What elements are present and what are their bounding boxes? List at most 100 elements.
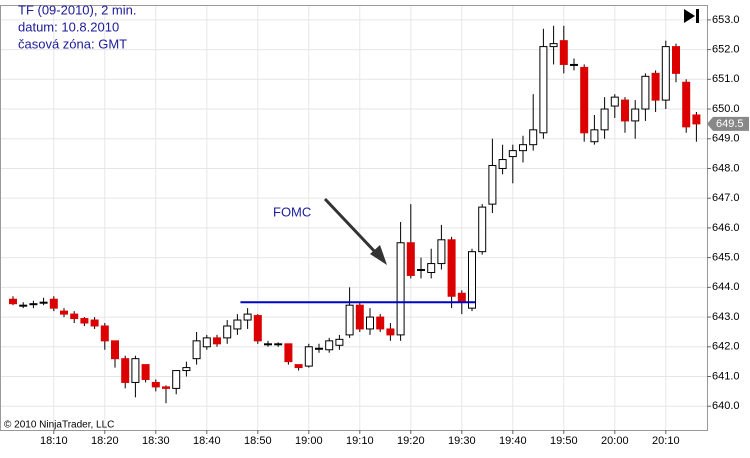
annotation: FOMC: [273, 204, 311, 219]
title-line: datum: 10.8.2010: [18, 19, 119, 34]
candle-body: [233, 319, 242, 330]
candle-body: [396, 242, 405, 336]
arrow: [323, 197, 387, 265]
plot-frame: [0, 5, 708, 431]
candle-body: [60, 310, 68, 315]
candle-body: [621, 99, 629, 122]
candle-body: [417, 269, 425, 272]
candle-body: [559, 40, 568, 65]
candle-body: [39, 301, 48, 304]
candle-body: [386, 328, 395, 336]
x-tick-label: 19:10: [346, 435, 374, 447]
candle-body: [213, 337, 221, 345]
copyright: © 2010 NinjaTrader, LLC: [4, 420, 114, 431]
candle-body: [172, 370, 181, 389]
candle-body: [325, 340, 334, 351]
candle-body: [366, 316, 374, 330]
candle-body: [192, 340, 201, 360]
y-tick-label: 647.0: [712, 192, 740, 204]
candle-body: [376, 316, 385, 330]
candle-body: [641, 75, 650, 110]
candle-body: [335, 338, 344, 346]
candle-body: [141, 364, 150, 380]
candle-body: [355, 304, 364, 330]
candle-body: [264, 343, 272, 346]
candle-body: [508, 150, 517, 158]
grid: [0, 5, 707, 430]
candle-body: [498, 159, 507, 169]
y-tick-label: 653.0: [712, 14, 740, 26]
candle-body: [162, 386, 170, 389]
candle-body: [406, 242, 415, 276]
candle-body: [304, 346, 313, 367]
x-tick-label: 18:10: [40, 435, 68, 447]
candle-body: [661, 46, 670, 101]
y-tick-label: 652.0: [712, 43, 740, 55]
y-tick-label: 646.0: [712, 222, 740, 234]
candle-body: [19, 304, 28, 307]
candle-body: [315, 347, 323, 350]
y-tick-label: 650.0: [712, 103, 740, 115]
y-tick-label: 643.0: [712, 311, 740, 323]
candle-body: [488, 164, 497, 205]
candle-body: [478, 206, 487, 253]
candle-body: [529, 129, 538, 146]
candle-body: [49, 298, 58, 309]
candle-body: [294, 364, 303, 369]
candle-body: [111, 340, 119, 360]
candle-body: [672, 46, 680, 74]
x-tick-label: 19:20: [397, 435, 425, 447]
x-tick-label: 20:10: [652, 435, 680, 447]
candle-body: [131, 358, 140, 383]
candle-body: [580, 66, 589, 134]
candle-body: [610, 96, 619, 107]
candle-body: [692, 114, 701, 125]
y-tick-label: 641.0: [712, 370, 740, 382]
y-tick-label: 649.0: [712, 133, 740, 145]
title-line: časová zóna: GMT: [18, 36, 127, 51]
candle-body: [631, 108, 640, 122]
y-tick-label: 644.0: [712, 281, 740, 293]
candle-body: [9, 298, 17, 305]
x-tick-label: 18:30: [142, 435, 170, 447]
x-tick-label: 19:40: [499, 435, 527, 447]
x-tick-label: 18:20: [91, 435, 119, 447]
y-tick-label: 651.0: [712, 73, 740, 85]
candle-body: [651, 72, 660, 101]
candle-body: [590, 129, 599, 143]
x-tick-label: 20:00: [601, 435, 629, 447]
candle-body: [549, 43, 558, 48]
candle-body: [202, 337, 211, 348]
candle-body: [80, 318, 89, 324]
x-tick-label: 18:40: [193, 435, 221, 447]
last-price-marker: [707, 116, 749, 131]
last-price-label: 649.5: [716, 118, 744, 130]
candle-body: [437, 239, 446, 265]
candle-body: [447, 239, 456, 297]
y-tick-label: 640.0: [712, 400, 740, 412]
x-tick-label: 19:50: [550, 435, 578, 447]
candle-body: [100, 325, 109, 342]
candle-body: [519, 144, 527, 152]
candle-body: [90, 319, 99, 327]
candle-body: [121, 358, 130, 383]
candle-body: [29, 303, 38, 306]
candle-body: [570, 63, 578, 66]
scroll-end-button[interactable]: [684, 9, 699, 23]
candle-body: [345, 304, 354, 336]
title-line: TF (09-2010), 2 min.: [18, 2, 137, 17]
candle-body: [223, 325, 232, 339]
x-tick-label: 19:30: [448, 435, 476, 447]
candle-body: [274, 343, 283, 346]
candle-body: [151, 381, 160, 388]
y-tick-label: 642.0: [712, 341, 740, 353]
candle-body: [600, 108, 609, 131]
candle-body: [468, 251, 476, 309]
candle-body: [70, 313, 79, 320]
candle-body: [457, 292, 466, 303]
candle-body: [243, 313, 252, 321]
candle-body: [427, 263, 436, 273]
candle-body: [539, 46, 548, 134]
